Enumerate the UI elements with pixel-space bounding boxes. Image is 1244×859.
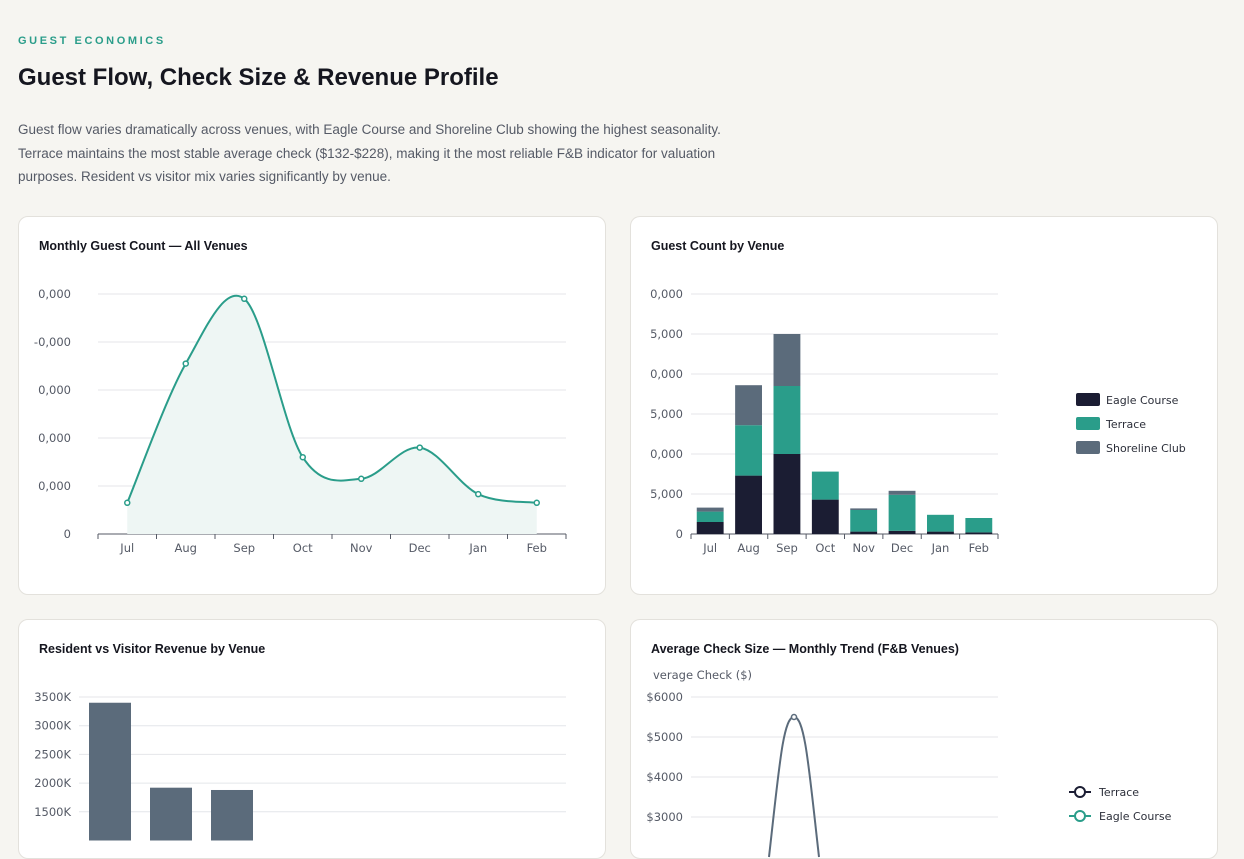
guest-count-by-venue-card: Guest Count by Venue 0 5,000 0,000 5,000 0,0… xyxy=(630,216,1218,595)
y-tick-label: 2000K xyxy=(34,776,71,790)
x-tick-label: Feb xyxy=(969,541,989,555)
bar-segment xyxy=(811,499,839,534)
y-tick-label: $5000 xyxy=(646,730,683,744)
guest-count-by-venue-chart: 0 5,000 0,000 5,000 0,000 5,000 0,000 Jul Aug Sep… xyxy=(650,287,1186,555)
guest-count-card: Monthly Guest Count — All Venues 0 0,000 0… xyxy=(18,216,606,595)
data-point xyxy=(790,713,798,721)
data-point xyxy=(124,499,131,507)
legend-label: Eagle Course xyxy=(1106,394,1179,407)
x-tick-label: Jan xyxy=(468,541,487,555)
bar xyxy=(211,789,253,841)
bar-segment xyxy=(735,385,762,426)
resident-visitor-revenue-chart: 1500K 2000K 2500K 3000K 3500K xyxy=(34,690,566,841)
bar-segment xyxy=(965,532,993,534)
bar xyxy=(89,702,131,841)
monthly-guest-count-chart: 0 0,000 0,000 0,000 -0,000 0,000 Jul Aug Sep Oct N… xyxy=(34,287,567,555)
data-point xyxy=(533,499,540,507)
y-tick-label: 5,000 xyxy=(650,487,683,501)
legend-marker xyxy=(1074,786,1086,798)
x-tick-label: Nov xyxy=(852,541,875,555)
y-tick-label: 0 xyxy=(676,527,683,541)
data-point xyxy=(241,295,248,303)
legend-marker xyxy=(1074,810,1086,822)
legend-label: Terrace xyxy=(1098,786,1139,799)
legend-label: Shoreline Club xyxy=(1106,442,1186,455)
x-tick-label: Sep xyxy=(776,541,798,555)
chart-title: Guest Count by Venue xyxy=(651,239,785,253)
y-tick-label: 3500K xyxy=(34,690,71,704)
x-tick-label: Jul xyxy=(702,541,717,555)
data-point xyxy=(358,475,365,483)
bar-segment xyxy=(773,386,801,454)
bar-segment xyxy=(888,494,916,531)
bar-segment xyxy=(696,507,724,512)
y-tick-label: 5,000 xyxy=(650,327,683,341)
y-tick-label: 0,000 xyxy=(650,447,683,461)
y-tick-label: 3000K xyxy=(34,719,71,733)
bar-segment xyxy=(735,475,762,534)
bar-segment xyxy=(850,510,878,532)
legend-label: Eagle Course xyxy=(1099,810,1172,823)
y-tick-label: 0,000 xyxy=(650,367,683,381)
bar-segment xyxy=(773,334,801,386)
data-point xyxy=(182,360,189,367)
eyebrow-label: GUEST ECONOMICS xyxy=(18,35,166,47)
x-tick-label: Oct xyxy=(293,541,313,555)
legend-swatch xyxy=(1076,441,1100,454)
y-tick-label: $6000 xyxy=(646,690,683,704)
bar xyxy=(150,787,192,841)
legend-swatch xyxy=(1076,417,1100,430)
chart-title: Monthly Guest Count — All Venues xyxy=(39,239,248,253)
bar-segment xyxy=(735,425,762,476)
bar-segment xyxy=(850,508,878,510)
y-tick-label: 0,000 xyxy=(38,383,71,397)
x-tick-label: Jul xyxy=(119,541,134,555)
x-tick-label: Feb xyxy=(527,541,547,555)
y-axis-label: verage Check ($) xyxy=(653,668,752,682)
bar-segment xyxy=(773,454,801,534)
y-tick-label: 1500K xyxy=(34,805,71,819)
x-tick-label: Sep xyxy=(233,541,255,555)
area-fill xyxy=(127,295,537,534)
x-tick-label: Dec xyxy=(409,541,431,555)
bar-segment xyxy=(965,518,993,533)
legend-swatch xyxy=(1076,393,1100,406)
y-tick-label: $3000 xyxy=(646,810,683,824)
bar-segment xyxy=(811,471,839,500)
bar-segment xyxy=(927,531,954,534)
y-tick-label: 0 xyxy=(64,527,71,541)
resident-visitor-revenue-card: Resident vs Visitor Revenue by Venue 150… xyxy=(18,619,606,859)
series-line xyxy=(768,715,820,858)
average-check-card: Average Check Size — Monthly Trend (F&B … xyxy=(630,619,1218,859)
data-point xyxy=(416,444,423,451)
x-tick-label: Aug xyxy=(737,541,759,555)
y-tick-label: 2500K xyxy=(34,747,71,761)
x-tick-label: Dec xyxy=(891,541,913,555)
page-title: Guest Flow, Check Size & Revenue Profile xyxy=(18,64,499,91)
legend-label: Terrace xyxy=(1105,418,1146,431)
y-tick-label: 0,000 xyxy=(650,287,683,301)
data-point xyxy=(475,490,482,498)
bar-segment xyxy=(888,490,916,495)
bar-segment xyxy=(927,514,954,532)
x-tick-label: Oct xyxy=(815,541,835,555)
chart-title: Average Check Size — Monthly Trend (F&B … xyxy=(651,642,959,656)
y-tick-label: $4000 xyxy=(646,770,683,784)
x-tick-label: Jan xyxy=(931,541,950,555)
y-tick-label: 0,000 xyxy=(38,287,71,301)
page-description: Guest flow varies dramatically across ve… xyxy=(18,122,721,184)
bar-segment xyxy=(696,511,724,522)
x-tick-label: Aug xyxy=(175,541,197,555)
average-check-chart: verage Check ($) $3000 $4000 $5000 $6000 Terr… xyxy=(646,668,1172,858)
chart-title: Resident vs Visitor Revenue by Venue xyxy=(39,642,266,656)
bar-segment xyxy=(850,531,878,534)
data-point xyxy=(299,453,306,461)
x-tick-label: Nov xyxy=(350,541,373,555)
y-tick-label: -0,000 xyxy=(34,335,71,349)
y-tick-label: 5,000 xyxy=(650,407,683,421)
y-tick-label: 0,000 xyxy=(38,431,71,445)
bar-segment xyxy=(888,530,916,534)
bar-segment xyxy=(696,522,724,534)
y-tick-label: 0,000 xyxy=(38,479,71,493)
